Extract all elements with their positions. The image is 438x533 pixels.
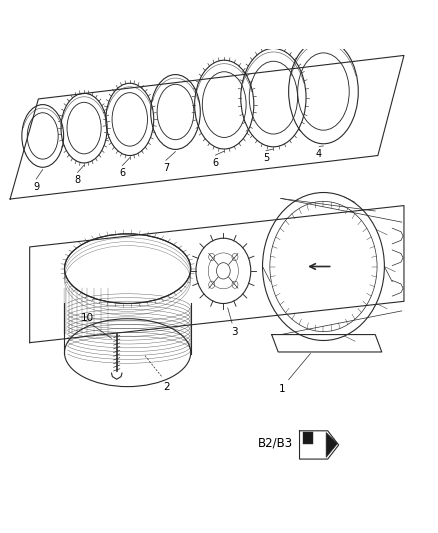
Text: 4: 4 (316, 149, 322, 159)
Text: 3: 3 (231, 327, 237, 337)
Text: B2/B3: B2/B3 (258, 437, 293, 449)
Text: 6: 6 (212, 158, 219, 168)
Text: 2: 2 (163, 382, 170, 392)
Text: 1: 1 (279, 384, 286, 394)
Polygon shape (326, 433, 337, 457)
Text: 6: 6 (119, 168, 125, 178)
Text: 5: 5 (263, 154, 269, 163)
Text: 7: 7 (163, 163, 169, 173)
Text: 9: 9 (33, 182, 39, 192)
Polygon shape (304, 432, 313, 443)
Text: 8: 8 (74, 175, 81, 185)
Text: 10: 10 (81, 313, 94, 323)
